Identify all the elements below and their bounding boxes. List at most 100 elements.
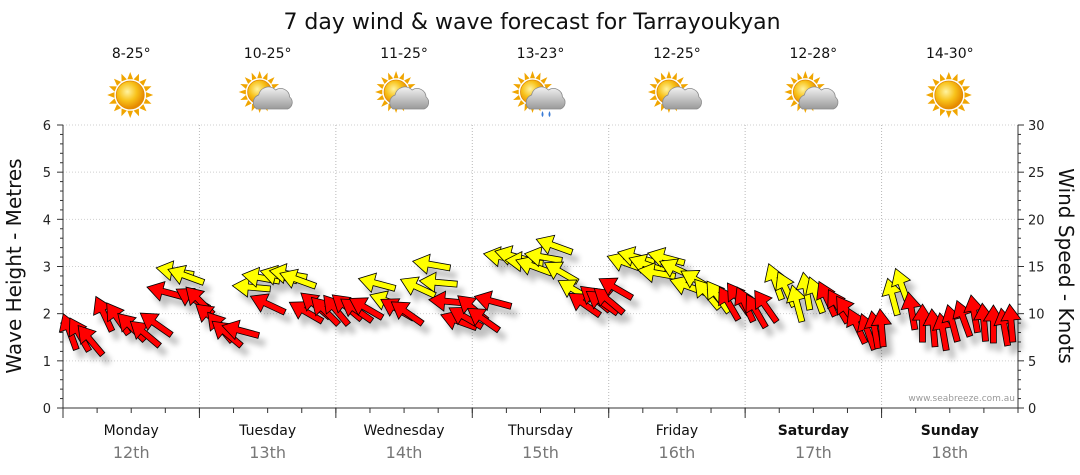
wind-arrow (754, 289, 780, 324)
wind-arrow (167, 264, 206, 286)
sun-ray (121, 108, 127, 117)
sun-ray (540, 77, 548, 85)
cloud-shape (253, 86, 293, 110)
day-name: Thursday (507, 423, 573, 439)
sun-ray (952, 108, 958, 117)
sun-ray (797, 72, 803, 81)
sun-ray (143, 98, 152, 104)
left-tick-label: 1 (43, 355, 51, 370)
day-name: Tuesday (238, 423, 296, 439)
sun-ray (529, 71, 536, 79)
right-tick-label: 25 (1028, 166, 1045, 181)
sun-ray (393, 71, 399, 79)
sun-ray (127, 72, 134, 80)
sun-ray (952, 73, 958, 82)
wind-arrow (418, 271, 458, 293)
sun-ray (945, 72, 952, 80)
partly-cloudy-icon (784, 71, 839, 113)
day-name: Wednesday (364, 423, 445, 439)
wind-arrow (816, 280, 839, 318)
wind-arrow (593, 287, 626, 316)
wind-arrow (568, 292, 603, 319)
wind-arrow (535, 234, 574, 256)
sun-icon (107, 72, 154, 118)
sun-ray (649, 94, 658, 101)
sun-ray (666, 71, 672, 79)
sun-ray (957, 104, 966, 112)
day-name: Saturday (778, 423, 849, 439)
chart-title: 7 day wind & wave forecast for Tarrayouk… (283, 10, 780, 35)
day-name: Friday (656, 423, 698, 439)
sun-ray (113, 78, 122, 86)
wind-arrow (785, 284, 807, 323)
sun-ray (654, 99, 661, 107)
day-temperature: 10-25° (244, 46, 292, 62)
sun-ray (238, 89, 246, 95)
wind-arrow (211, 320, 244, 349)
day-name: Sunday (921, 423, 979, 439)
sun-ray (932, 104, 940, 112)
right-tick-label: 10 (1028, 308, 1045, 323)
wind-arrow (543, 261, 580, 285)
sun-ray (939, 73, 946, 82)
sun-ray (647, 89, 656, 95)
sun-ray (133, 108, 140, 117)
sun-ray (251, 72, 257, 81)
wind-arrow (411, 253, 452, 275)
wind-arrow (221, 319, 261, 341)
day-date: 15th (522, 443, 559, 462)
sun-ray (524, 72, 530, 81)
right-axis-label: Wind Speed - Knots (1054, 168, 1078, 364)
rain-drop (541, 111, 544, 117)
sun-ray (139, 78, 147, 86)
day-date: 13th (249, 443, 286, 462)
sun-ray (262, 72, 268, 81)
cloud-shape (662, 86, 702, 110)
wind-arrow (1000, 303, 1022, 343)
sun-ray (381, 99, 389, 107)
sun-ray (240, 83, 248, 90)
day-temperature: 12-28° (790, 46, 838, 62)
sun-ray (376, 94, 385, 101)
wind-arrow (231, 276, 271, 298)
wind-arrow (870, 308, 893, 348)
cloud-shape (798, 86, 839, 110)
cloud-shape (389, 86, 430, 110)
sun-ray (784, 89, 792, 95)
sun-ray (513, 83, 521, 90)
sun-ray (671, 72, 677, 81)
sun-ray (925, 92, 934, 98)
sun-ray (676, 77, 684, 85)
wind-arrow (963, 294, 985, 334)
sun-ray (785, 83, 794, 90)
wind-arrow (279, 268, 318, 290)
day-temperature: 12-25° (653, 46, 701, 62)
right-tick-label: 5 (1028, 355, 1036, 370)
sun-ray (927, 86, 936, 92)
partly-cloudy-icon (647, 71, 702, 113)
partly-cloudy-icon (238, 71, 293, 113)
sun-ray (375, 89, 383, 95)
wind-arrow (390, 301, 425, 327)
sun-ray (257, 71, 263, 79)
sun-ray (511, 89, 519, 95)
sun-ray (133, 73, 140, 82)
wind-arrow (467, 307, 502, 334)
sun-ray (660, 72, 666, 81)
sun-ray (376, 83, 385, 90)
left-tick-label: 0 (43, 402, 51, 417)
right-tick-label: 20 (1028, 213, 1045, 228)
sun-ray (785, 94, 794, 101)
day-date: 16th (659, 443, 696, 462)
sun-ray (517, 99, 525, 107)
sun-disc (115, 80, 145, 110)
sun-icon (925, 72, 972, 118)
left-tick-label: 2 (43, 308, 51, 323)
sun-ray (244, 99, 252, 107)
right-tick-label: 15 (1028, 261, 1045, 276)
rain-drop (548, 111, 551, 117)
wind-arrow (734, 286, 757, 324)
wind-arrow (77, 324, 106, 358)
sun-ray (404, 77, 411, 85)
